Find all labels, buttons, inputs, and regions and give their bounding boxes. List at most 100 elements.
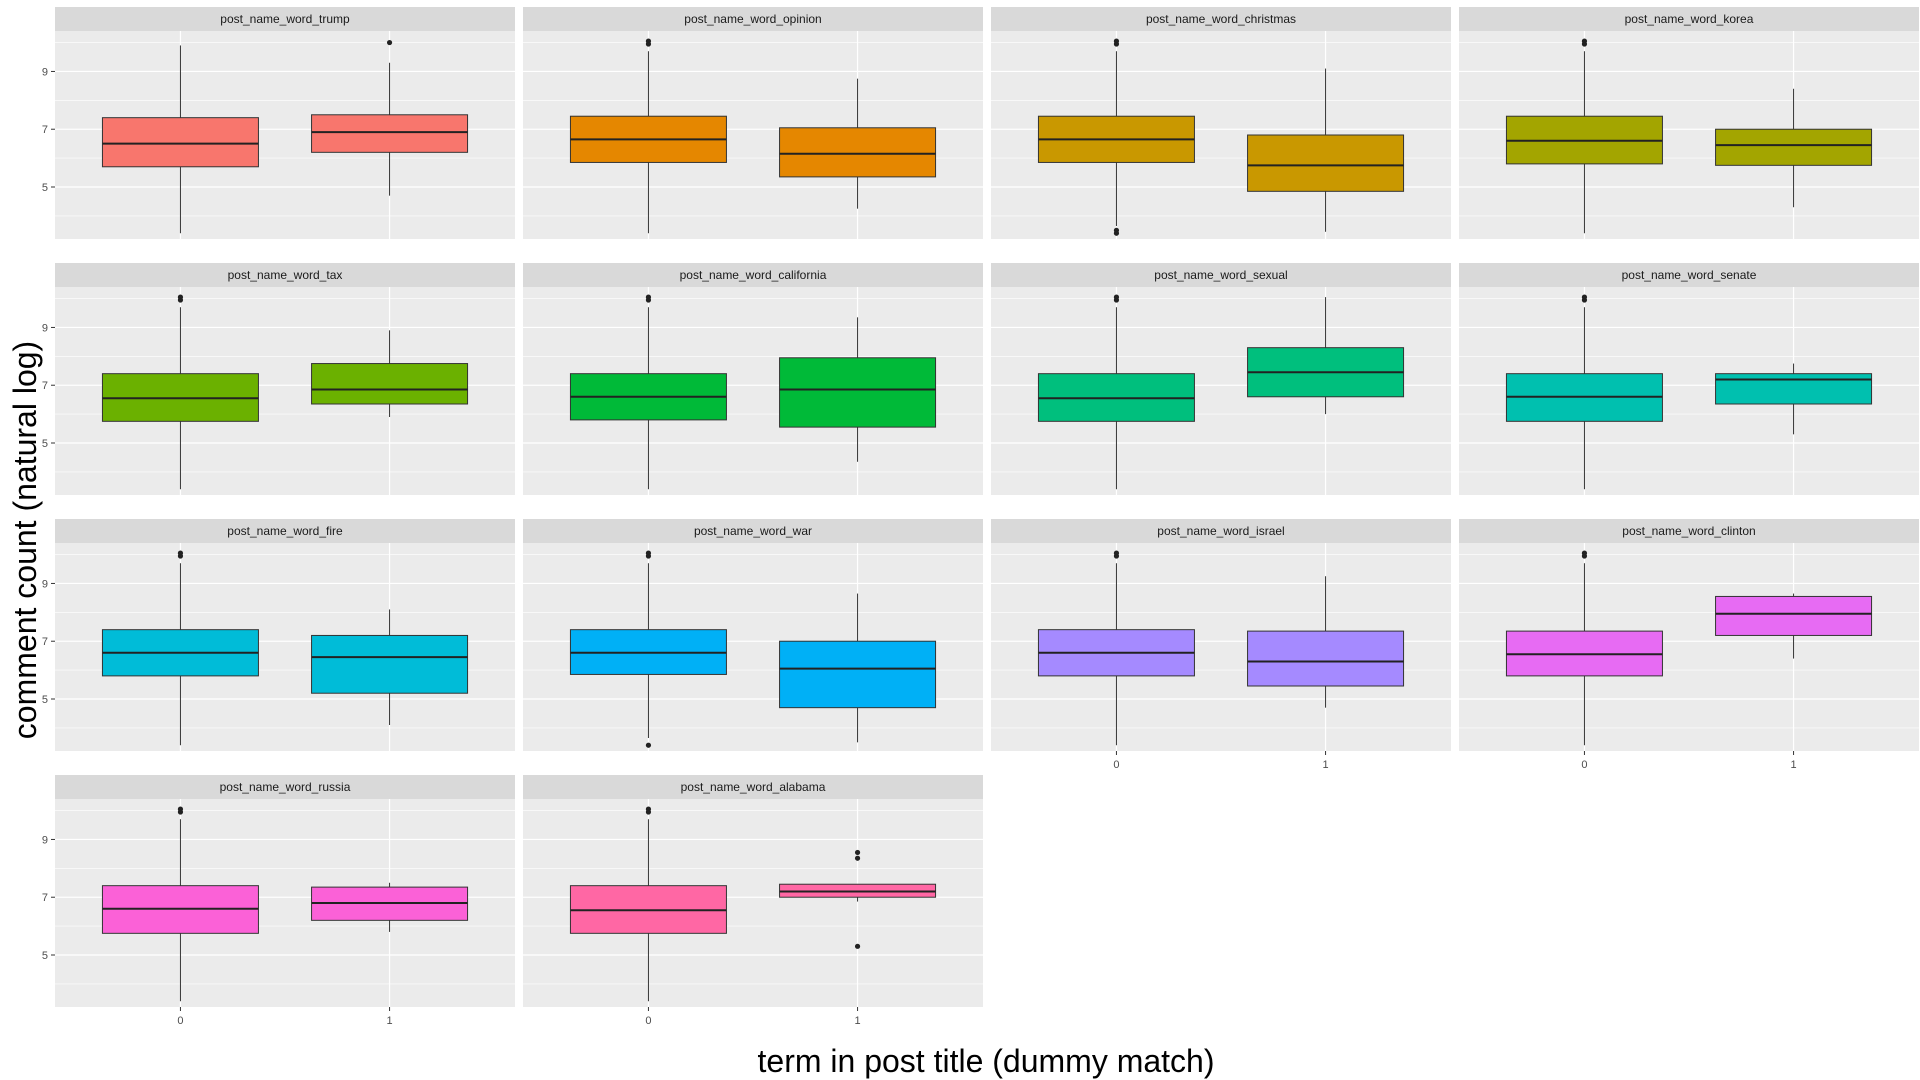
boxplot — [1505, 38, 1663, 234]
y-tick-label: 5 — [42, 438, 48, 450]
facet-strip — [55, 7, 515, 31]
boxplot — [1715, 363, 1873, 435]
boxplot — [1247, 297, 1405, 415]
box-iqr — [779, 357, 937, 428]
outlier-point — [645, 550, 652, 556]
outlier-point — [645, 806, 652, 812]
facet-strip — [1459, 263, 1919, 287]
facet-panel: post_name_word_sexual — [991, 263, 1451, 495]
x-tick-label: 1 — [386, 1015, 392, 1027]
facet-panel: post_name_word_war — [523, 519, 983, 751]
facet-strip — [991, 263, 1451, 287]
box-iqr — [311, 363, 469, 405]
facet-strip-label: post_name_word_clinton — [1622, 524, 1755, 538]
boxplot — [101, 550, 259, 746]
outlier-point — [1113, 227, 1120, 233]
boxplot — [1715, 88, 1873, 208]
outlier-point — [1113, 294, 1120, 300]
facet-strip-label: post_name_word_opinion — [684, 12, 821, 26]
outlier-point — [1581, 550, 1588, 556]
facet-strip — [523, 263, 983, 287]
outlier-point — [1113, 38, 1120, 44]
outlier-point — [645, 742, 652, 748]
boxplot — [779, 78, 937, 209]
facet-strip-label: post_name_word_sexual — [1154, 268, 1287, 282]
y-tick-label: 9 — [42, 578, 48, 590]
boxplot — [569, 294, 727, 490]
y-tick-label: 5 — [42, 694, 48, 706]
outlier-point — [177, 806, 184, 812]
boxplot — [569, 806, 727, 1002]
x-axis-title: term in post title (dummy match) — [758, 1043, 1215, 1079]
boxplot — [311, 609, 469, 725]
facet-strip-label: post_name_word_california — [680, 268, 827, 282]
box-iqr — [311, 114, 469, 153]
outlier-point — [854, 943, 861, 949]
facet-panel: post_name_word_israel — [991, 519, 1451, 751]
boxplot — [1247, 576, 1405, 708]
boxplot — [779, 849, 937, 949]
boxplot — [101, 806, 259, 1002]
boxplot — [1037, 294, 1195, 490]
facet-strip — [991, 519, 1451, 543]
box-iqr — [311, 634, 469, 694]
boxplot — [1037, 38, 1195, 236]
facet-strip — [523, 775, 983, 799]
facet-strip-label: post_name_word_russia — [220, 780, 351, 794]
boxplot — [779, 317, 937, 462]
y-tick-label: 9 — [42, 66, 48, 78]
box-iqr — [1247, 630, 1405, 687]
y-tick-label: 5 — [42, 950, 48, 962]
boxplot — [311, 882, 469, 932]
facet-panel: post_name_word_korea — [1459, 7, 1919, 239]
boxplot — [1505, 294, 1663, 490]
y-tick-label: 7 — [42, 892, 48, 904]
outlier-point — [645, 294, 652, 300]
facet-panel: post_name_word_fire — [55, 519, 515, 751]
facet-strip — [991, 7, 1451, 31]
x-tick-label: 1 — [1790, 759, 1796, 771]
box-iqr — [779, 127, 937, 178]
facet-strip-label: post_name_word_korea — [1625, 12, 1754, 26]
outlier-point — [1581, 38, 1588, 44]
boxplot — [1505, 550, 1663, 746]
facet-strip-label: post_name_word_senate — [1622, 268, 1757, 282]
facet-panel: post_name_word_alabama — [523, 775, 983, 1007]
axes: 5 7 9 5 7 9 5 7 9 0 1 0 1 5 7 9 0 1 0 1 — [42, 66, 1797, 1027]
facet-strip — [523, 7, 983, 31]
box-iqr — [779, 640, 937, 709]
x-tick-label: 1 — [854, 1015, 860, 1027]
boxplot — [569, 550, 727, 748]
x-tick-label: 1 — [1322, 759, 1328, 771]
boxplot — [101, 45, 259, 234]
facet-strip — [1459, 7, 1919, 31]
outlier-point — [386, 39, 393, 46]
outlier-point — [177, 550, 184, 556]
facet-strip — [55, 775, 515, 799]
facet-panel: post_name_word_russia — [55, 775, 515, 1007]
boxplot — [1715, 593, 1873, 659]
facet-strip-label: post_name_word_trump — [220, 12, 350, 26]
boxplot — [779, 593, 937, 743]
boxplot — [1037, 550, 1195, 746]
y-tick-label: 7 — [42, 636, 48, 648]
facet-panel: post_name_word_clinton — [1459, 519, 1919, 751]
x-tick-label: 0 — [1113, 759, 1119, 771]
box-iqr — [101, 117, 259, 168]
facet-panel: post_name_word_tax — [55, 263, 515, 495]
y-tick-label: 9 — [42, 834, 48, 846]
facet-panel: post_name_word_opinion — [523, 7, 983, 239]
outlier-point — [854, 849, 861, 856]
x-tick-label: 0 — [1581, 759, 1587, 771]
facet-strip-label: post_name_word_alabama — [681, 780, 826, 794]
boxplot — [1247, 68, 1405, 232]
box-iqr — [1715, 595, 1873, 636]
boxplot — [101, 294, 259, 490]
y-tick-label: 5 — [42, 182, 48, 194]
facet-strip — [523, 519, 983, 543]
facet-strip-label: post_name_word_tax — [228, 268, 343, 282]
facet-strip — [1459, 519, 1919, 543]
outlier-point — [177, 294, 184, 300]
outlier-point — [645, 38, 652, 44]
